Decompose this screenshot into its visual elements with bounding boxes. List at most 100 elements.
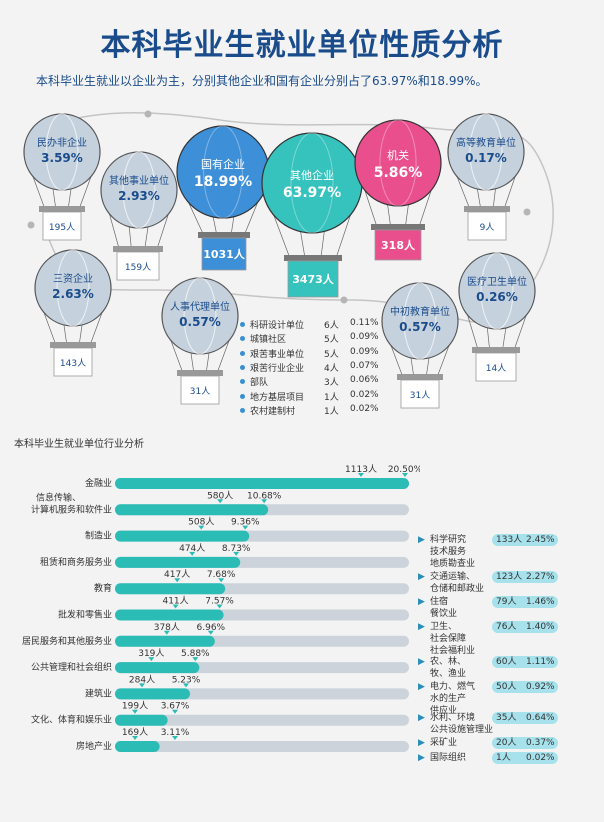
balloon-rope [42,308,58,349]
balloon-percent: 3.59% [41,151,83,165]
bar [115,714,168,726]
sector-name: 农村建制村 [250,406,296,417]
bar [115,741,160,752]
balloon: 医疗卫生单位 0.26% 14人 [458,252,536,382]
balloon-count: 3473人 [292,272,335,286]
sector-percent: 0.02% [350,403,379,414]
balloon-percent: 0.26% [476,290,518,304]
bar-percent-label: 9.36% [231,518,260,528]
marker-icon [148,657,155,662]
balloon-label: 三资企业 [53,272,93,285]
value-pill [492,656,558,668]
balloon-percent: 0.57% [399,320,441,334]
minor-industry-percent: 1.46% [526,597,555,607]
balloon-rope [512,311,528,354]
bar-percent-label: 10.68% [247,491,282,501]
balloon-highlight [379,119,417,207]
balloon-label: 医疗卫生单位 [467,275,527,288]
minor-industry-count: 35人 [496,713,517,723]
minor-industry-count: 60人 [496,657,517,667]
balloon: 中初教育单位 0.57% 31人 [381,282,459,409]
balloon-rope [108,210,121,253]
value-pill [492,712,558,724]
balloon-rope [389,341,405,381]
value-pill [492,621,558,633]
balloon-rope [242,197,261,239]
minor-industry-label: 交通运输、 仓储和邮政业 [430,572,485,594]
balloon-count: 195人 [49,222,75,233]
balloon-count: 9人 [480,222,495,233]
minor-industry-label: 卫生、 社会保障 社会福利业 [430,622,476,656]
marker-icon [233,551,240,556]
bullet-icon [240,336,245,342]
marker-icon [218,578,225,583]
marker-icon [183,683,190,688]
marker-icon [217,499,224,504]
bar-track [115,714,409,726]
value-pill [492,571,558,583]
marker-icon [198,525,205,530]
bar-row: 房地产业 169人 3.11% [76,727,409,752]
minor-industry-percent: 2.45% [526,535,555,545]
balloon-label: 其他事业单位 [109,174,169,187]
balloon-basket [201,237,247,271]
sector-count: 5人 [324,335,339,346]
balloon-rope [455,172,472,213]
marker-icon [189,551,196,556]
bar-category-label: 公共管理和社会组织 [31,661,112,673]
marker-icon [207,630,214,635]
bar-count-label: 169人 [122,727,148,738]
basket-rim [397,374,443,380]
value-pill [492,737,558,749]
balloon-label: 国有企业 [201,157,245,171]
bar-percent-label: 20.50% [388,465,420,475]
marker-icon [242,525,249,530]
balloon-highlight [290,132,334,234]
balloon-rope [334,210,353,262]
basket-rim [464,206,510,212]
industry-bar-chart: 金融业 1113人 20.50% 信息传输、计算机服务和软件业 580人 10.68% 制造… [22,464,420,752]
balloon-percent: 18.99% [194,174,252,190]
balloon-rope [155,210,170,253]
marker-icon [192,657,199,662]
balloon-label: 其他企业 [290,168,334,182]
balloon-percent: 0.17% [465,151,507,165]
basket-rim [371,224,425,230]
balloon-body [261,132,363,234]
bar-row: 公共管理和社会组织 319人 5.88% [31,648,409,674]
bar [115,478,409,489]
minor-industry-label: 农、林、 牧、渔业 [430,657,467,679]
basket-rim [284,255,342,261]
minor-industry-percent: 1.11% [526,657,555,667]
bar-percent-label: 3.11% [161,728,190,738]
balloon-basket [467,211,507,241]
bar [115,688,191,700]
page-subtitle: 本科毕业生就业以企业为主，分别其他企业和国有企业分别占了63.97%和18.99… [36,74,488,88]
bullet-icon [240,364,245,370]
connector-dot [27,221,35,229]
marker-icon [139,683,146,688]
sector-row: 城镇社区 5人 0.09% [240,332,400,346]
value-pill [492,681,558,693]
balloon-count: 14人 [486,363,506,374]
minor-industry-count: 50人 [496,682,517,692]
bar-percent-label: 7.57% [205,597,234,607]
bar-count-label: 1113人 [345,464,377,475]
marker-icon [216,604,223,609]
balloon: 高等教育单位 0.17% 9人 [447,113,525,241]
balloon-highlight [469,113,503,191]
marker-icon [132,709,138,714]
sector-percent: 0.07% [350,360,379,371]
marker-icon [402,473,408,477]
bar [115,662,200,674]
balloon-rope [169,336,185,377]
minor-industry-label: 国际组织 [430,753,467,763]
arrow-icon: ▶ [418,657,425,667]
sector-count: 5人 [324,349,339,360]
minor-industry-label: 电力、燃气 水的生产 供应业 [430,682,476,716]
balloon-rope [417,186,433,231]
balloon-rope [466,311,480,354]
basket-rim [113,246,163,252]
bar-count-label: 474人 [179,543,205,554]
minor-industry-count: 20人 [496,738,517,748]
